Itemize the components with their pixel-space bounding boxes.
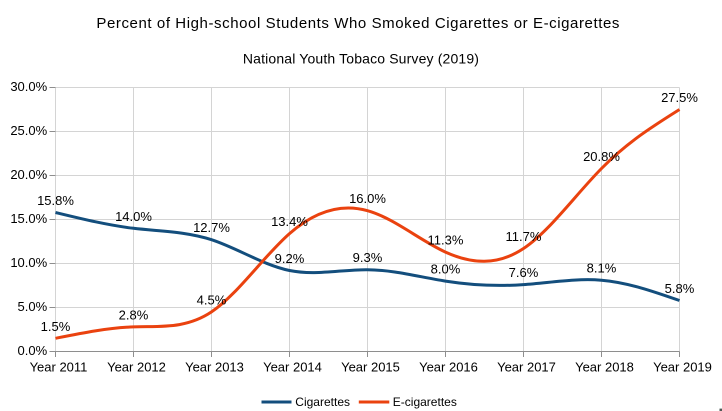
svg-text:Year 2018: Year 2018 [575, 360, 634, 375]
svg-text:27.5%: 27.5% [661, 90, 698, 105]
svg-text:16.0%: 16.0% [349, 191, 386, 206]
svg-text:9.3%: 9.3% [353, 250, 383, 265]
svg-text:Year 2011: Year 2011 [30, 360, 88, 375]
svg-text:11.3%: 11.3% [428, 233, 464, 248]
svg-text:8.0%: 8.0% [431, 262, 461, 277]
svg-text:8.1%: 8.1% [587, 261, 617, 276]
svg-text:9.2%: 9.2% [275, 251, 305, 266]
svg-text:30.0%: 30.0% [10, 79, 47, 94]
svg-text:National Youth Tobaco Survey (: National Youth Tobaco Survey (2019) [243, 50, 479, 66]
svg-text:5.0%: 5.0% [18, 299, 48, 314]
svg-text:1.5%: 1.5% [41, 319, 71, 334]
svg-text:12.7%: 12.7% [193, 220, 230, 235]
svg-text:20.8%: 20.8% [583, 149, 620, 164]
svg-text:5.8%: 5.8% [665, 281, 695, 296]
svg-text:Year 2016: Year 2016 [419, 360, 478, 375]
svg-text:Year 2017: Year 2017 [497, 360, 556, 375]
svg-text:Year 2014: Year 2014 [263, 360, 322, 375]
svg-text:13.4%: 13.4% [271, 214, 308, 229]
svg-text:14.0%: 14.0% [115, 209, 152, 224]
svg-text:15.0%: 15.0% [10, 211, 47, 226]
svg-text:Percent of High-school Student: Percent of High-school Students Who Smok… [96, 15, 620, 32]
svg-text:20.0%: 20.0% [10, 167, 47, 182]
svg-text:15.8%: 15.8% [37, 193, 74, 208]
svg-text:4.5%: 4.5% [197, 292, 227, 307]
svg-text:Year 2012: Year 2012 [107, 360, 166, 375]
svg-text:Year 2019: Year 2019 [653, 360, 712, 375]
svg-text:2.8%: 2.8% [119, 307, 149, 322]
svg-text:Cigarettes: Cigarettes [295, 395, 350, 409]
svg-text:E-cigarettes: E-cigarettes [393, 395, 457, 409]
svg-text:Year 2015: Year 2015 [341, 360, 400, 375]
svg-text:11.7%: 11.7% [506, 229, 542, 244]
svg-text:25.0%: 25.0% [10, 123, 47, 138]
svg-text:7.6%: 7.6% [509, 265, 539, 280]
svg-text:10.0%: 10.0% [10, 255, 47, 270]
svg-text:Year 2013: Year 2013 [185, 360, 244, 375]
svg-text:0.0%: 0.0% [18, 343, 48, 358]
